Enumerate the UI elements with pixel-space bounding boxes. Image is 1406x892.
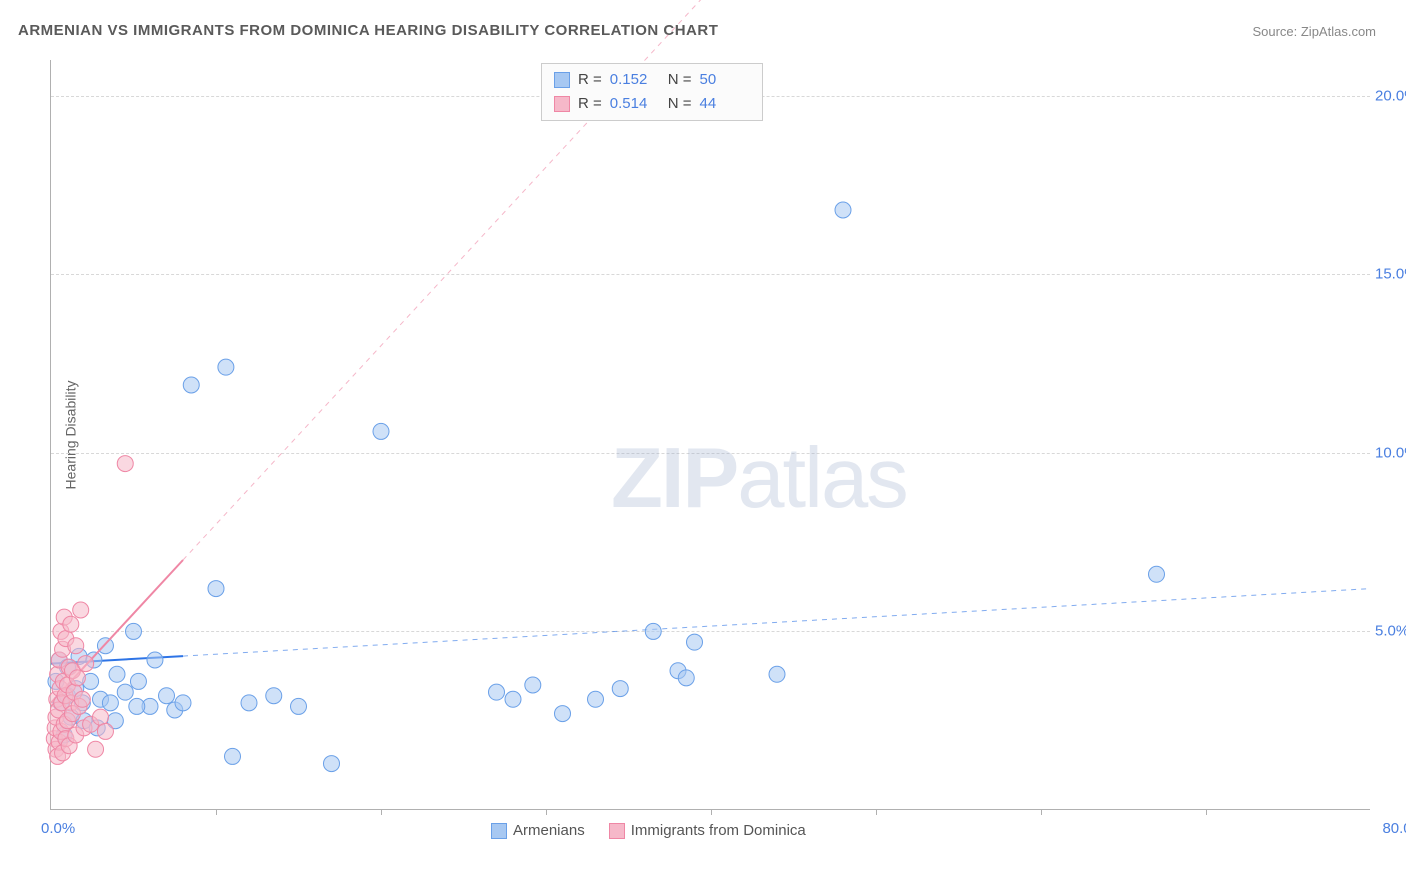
n-label: N = <box>668 92 692 116</box>
stats-legend-box: R = 0.152 N = 50 R = 0.514 N = 44 <box>541 63 763 121</box>
data-point-armenians <box>678 670 694 686</box>
data-point-armenians <box>225 748 241 764</box>
x-tick <box>876 809 877 815</box>
data-point-armenians <box>130 673 146 689</box>
data-point-armenians <box>505 691 521 707</box>
data-point-armenians <box>769 666 785 682</box>
n-value-armenians: 50 <box>700 68 750 92</box>
data-point-armenians <box>208 581 224 597</box>
y-tick-label: 20.0% <box>1375 87 1406 104</box>
r-value-armenians: 0.152 <box>610 68 660 92</box>
x-tick <box>381 809 382 815</box>
n-value-dominica: 44 <box>700 92 750 116</box>
chart-title: ARMENIAN VS IMMIGRANTS FROM DOMINICA HEA… <box>18 22 718 39</box>
legend-item-dominica: Immigrants from Dominica <box>609 822 806 839</box>
data-point-armenians <box>241 695 257 711</box>
data-point-dominica <box>63 616 79 632</box>
data-point-armenians <box>117 684 133 700</box>
data-point-armenians <box>175 695 191 711</box>
legend-label-armenians: Armenians <box>513 822 585 839</box>
legend-bottom: Armenians Immigrants from Dominica <box>491 822 806 839</box>
y-tick-label: 10.0% <box>1375 444 1406 461</box>
data-point-armenians <box>645 623 661 639</box>
data-point-dominica <box>117 456 133 472</box>
data-point-armenians <box>835 202 851 218</box>
y-tick-label: 15.0% <box>1375 266 1406 283</box>
data-point-armenians <box>102 695 118 711</box>
data-point-dominica <box>97 723 113 739</box>
data-point-armenians <box>218 359 234 375</box>
data-point-armenians <box>1149 566 1165 582</box>
r-label: R = <box>578 68 602 92</box>
data-point-dominica <box>73 602 89 618</box>
r-value-dominica: 0.514 <box>610 92 660 116</box>
data-point-armenians <box>525 677 541 693</box>
legend-item-armenians: Armenians <box>491 822 585 839</box>
data-point-armenians <box>126 623 142 639</box>
data-point-dominica <box>78 656 94 672</box>
chart-svg <box>51 60 1370 809</box>
data-point-dominica <box>68 638 84 654</box>
legend-swatch-armenians <box>491 823 507 839</box>
source-attribution: Source: ZipAtlas.com <box>1252 24 1376 39</box>
x-tick <box>1206 809 1207 815</box>
data-point-armenians <box>687 634 703 650</box>
data-point-armenians <box>324 756 340 772</box>
x-axis-min-label: 0.0% <box>41 820 75 837</box>
x-tick <box>1041 809 1042 815</box>
data-point-dominica <box>69 670 85 686</box>
data-point-armenians <box>183 377 199 393</box>
data-point-armenians <box>266 688 282 704</box>
x-tick <box>711 809 712 815</box>
data-point-armenians <box>291 698 307 714</box>
data-point-armenians <box>588 691 604 707</box>
swatch-armenians <box>554 72 570 88</box>
data-point-armenians <box>109 666 125 682</box>
data-point-armenians <box>147 652 163 668</box>
plot-area: Hearing Disability 5.0%10.0%15.0%20.0% 0… <box>50 60 1370 810</box>
r-label: R = <box>578 92 602 116</box>
stats-row-armenians: R = 0.152 N = 50 <box>554 68 750 92</box>
x-axis-max-label: 80.0% <box>1382 820 1406 837</box>
x-tick <box>546 809 547 815</box>
data-point-armenians <box>129 698 145 714</box>
data-point-armenians <box>159 688 175 704</box>
y-tick-label: 5.0% <box>1375 623 1406 640</box>
x-tick <box>216 809 217 815</box>
data-point-dominica <box>88 741 104 757</box>
n-label: N = <box>668 68 692 92</box>
legend-label-dominica: Immigrants from Dominica <box>631 822 806 839</box>
stats-row-dominica: R = 0.514 N = 44 <box>554 92 750 116</box>
swatch-dominica <box>554 96 570 112</box>
data-point-armenians <box>555 706 571 722</box>
legend-swatch-dominica <box>609 823 625 839</box>
data-point-armenians <box>612 681 628 697</box>
data-point-dominica <box>93 709 109 725</box>
data-point-dominica <box>74 691 90 707</box>
data-point-armenians <box>489 684 505 700</box>
data-point-armenians <box>373 423 389 439</box>
trend-line-dashed-armenians <box>183 589 1371 657</box>
